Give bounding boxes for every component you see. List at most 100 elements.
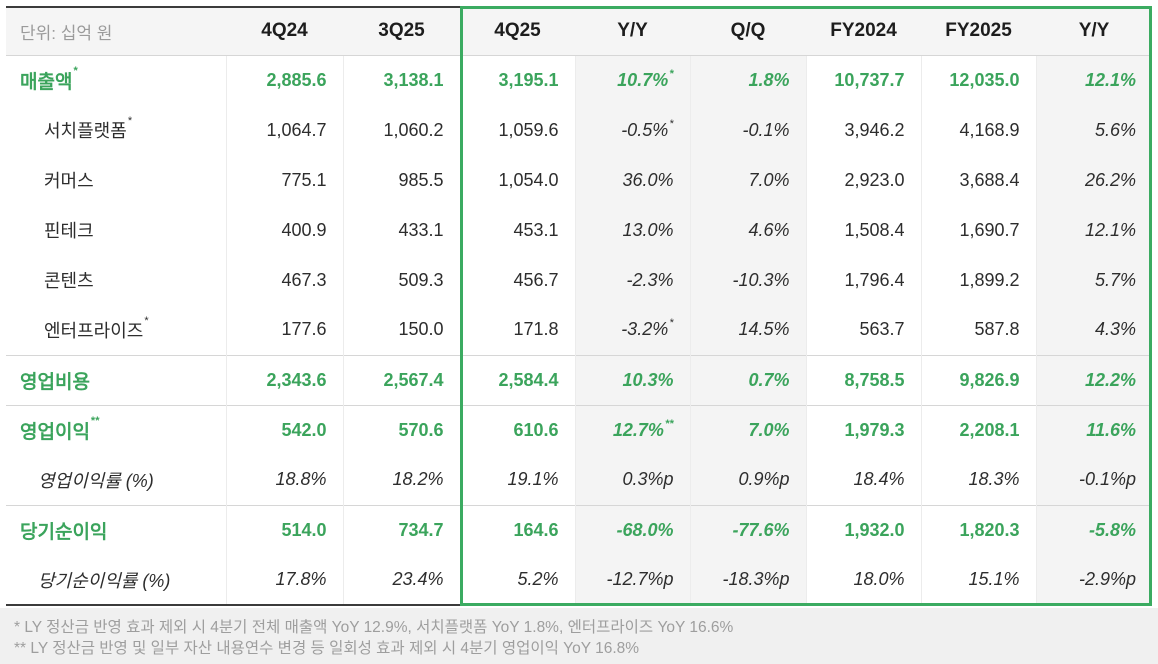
column-header-yy-quarter: Y/Y — [575, 7, 690, 56]
cell-value: 26.2% — [1035, 155, 1152, 205]
row-label: 영업이익률 (%) — [6, 455, 226, 505]
cell-value: 2,343.6 — [225, 354, 343, 405]
cell-value: 542.0 — [225, 404, 343, 455]
cell-value: 453.1 — [459, 205, 575, 255]
table-row: 커머스 775.1 985.5 1,054.0 36.0% 7.0% 2,923.0 3,68… — [6, 155, 1152, 205]
cell-value: 18.8% — [225, 455, 343, 505]
row-label: 핀테크 — [6, 205, 226, 255]
cell-value: 1,690.7 — [920, 205, 1036, 255]
cell-value: 1,060.2 — [342, 105, 460, 155]
footnote-marker: * — [144, 314, 149, 327]
cell-value: 12.1% — [1035, 205, 1152, 255]
cell-value: 1,059.6 — [459, 105, 575, 155]
cell-value: 400.9 — [225, 205, 343, 255]
cell-value: -18.3%p — [689, 555, 806, 605]
cell-value: 587.8 — [920, 305, 1036, 355]
cell-value: 10.7%* — [574, 55, 690, 105]
table-row: 핀테크 400.9 433.1 453.1 13.0% 4.6% 1,508.4 1,690.… — [6, 205, 1152, 255]
cell-value: 1,820.3 — [920, 504, 1036, 555]
column-header-3q25: 3Q25 — [343, 7, 460, 56]
cell-value: 3,138.1 — [342, 55, 460, 105]
footnote-marker: * — [127, 115, 133, 127]
cell-value: -3.2%* — [574, 305, 690, 355]
cell-value: 18.3% — [920, 455, 1036, 505]
cell-value: 3,688.4 — [920, 155, 1036, 205]
table-body: 매출액* 2,885.6 3,138.1 3,195.1 10.7%* 1.8% 10,73… — [6, 55, 1152, 605]
financial-results-table-wrap: 단위: 십억 원 4Q24 3Q25 4Q25 Y/Y Q/Q FY2024 F… — [6, 6, 1152, 606]
cell-value: 5.7% — [1035, 255, 1152, 305]
cell-value: 0.7% — [689, 354, 806, 405]
cell-value: -77.6% — [689, 504, 806, 555]
cell-value: 8,758.5 — [805, 354, 921, 405]
unit-label: 단위: 십억 원 — [6, 7, 226, 56]
cell-value: 467.3 — [225, 255, 343, 305]
cell-value: 2,567.4 — [342, 354, 460, 405]
cell-value: 177.6 — [225, 305, 343, 355]
cell-value: 570.6 — [342, 404, 460, 455]
cell-value: 1,796.4 — [805, 255, 921, 305]
cell-value: 18.4% — [805, 455, 921, 505]
cell-value: 2,208.1 — [920, 404, 1036, 455]
cell-value: 2,584.4 — [459, 354, 575, 405]
cell-value: -2.3% — [574, 255, 690, 305]
cell-value: 23.4% — [342, 555, 460, 605]
header-row: 단위: 십억 원 4Q24 3Q25 4Q25 Y/Y Q/Q FY2024 F… — [6, 7, 1152, 56]
cell-value: -10.3% — [689, 255, 806, 305]
cell-value: 7.0% — [689, 155, 806, 205]
footnote-marker: * — [669, 317, 674, 330]
cell-value: 985.5 — [342, 155, 460, 205]
column-header-4q25: 4Q25 — [460, 7, 575, 56]
cell-value: 13.0% — [574, 205, 690, 255]
column-header-qq: Q/Q — [690, 7, 806, 56]
table-row: 콘텐츠 467.3 509.3 456.7 -2.3% -10.3% 1,796.4 1,89… — [6, 255, 1152, 305]
cell-value: 3,195.1 — [459, 55, 575, 105]
cell-value: 18.2% — [342, 455, 460, 505]
footnote-1: * LY 정산금 반영 효과 제외 시 4분기 전체 매출액 YoY 12.9%… — [14, 619, 734, 636]
cell-value: 5.2% — [459, 555, 575, 605]
table-row: 서치플랫폼* 1,064.7 1,060.2 1,059.6 -0.5%* -0.1% 3,… — [6, 105, 1152, 155]
column-header-fy2024: FY2024 — [806, 7, 921, 56]
table-row: 영업이익** 542.0 570.6 610.6 12.7%** 7.0% 1,979.3 2… — [6, 404, 1152, 455]
cell-value: 11.6% — [1035, 404, 1152, 455]
row-label: 커머스 — [6, 155, 226, 205]
row-label: 매출액* — [6, 55, 226, 105]
cell-value: 514.0 — [225, 504, 343, 555]
table-row: 당기순이익률 (%) 17.8% 23.4% 5.2% -12.7%p -18.3%p 18… — [6, 555, 1152, 605]
cell-value: 775.1 — [225, 155, 343, 205]
footnote-marker: * — [669, 67, 674, 80]
table-row: 영업비용 2,343.6 2,567.4 2,584.4 10.3% 0.7% 8,758.… — [6, 354, 1152, 405]
cell-value: 3,946.2 — [805, 105, 921, 155]
footnote-2: ** LY 정산금 반영 및 일부 자산 내용연수 변경 등 일회성 효과 제외… — [14, 640, 640, 657]
cell-value: 1.8% — [689, 55, 806, 105]
cell-value: -68.0% — [574, 504, 690, 555]
column-header-yy-annual: Y/Y — [1036, 7, 1152, 56]
cell-value: 2,885.6 — [225, 55, 343, 105]
cell-value: 10,737.7 — [805, 55, 921, 105]
cell-value: 1,508.4 — [805, 205, 921, 255]
cell-value: 509.3 — [342, 255, 460, 305]
table-row: 영업이익률 (%) 18.8% 18.2% 19.1% 0.3%p 0.9%p 18.4% 1… — [6, 455, 1152, 505]
row-label: 당기순이익률 (%) — [6, 555, 226, 605]
cell-value: -0.1% — [689, 105, 806, 155]
cell-value: 14.5% — [689, 305, 806, 355]
cell-value: 1,932.0 — [805, 504, 921, 555]
cell-value: -2.9%p — [1035, 555, 1152, 605]
row-label: 콘텐츠 — [6, 255, 226, 305]
cell-value: 1,899.2 — [920, 255, 1036, 305]
cell-value: 10.3% — [574, 354, 690, 405]
table-area: 단위: 십억 원 4Q24 3Q25 4Q25 Y/Y Q/Q FY2024 F… — [6, 6, 1152, 606]
footnotes-area: * LY 정산금 반영 효과 제외 시 4분기 전체 매출액 YoY 12.9%… — [0, 608, 1158, 664]
cell-value: 1,979.3 — [805, 404, 921, 455]
footnote-marker: ** — [90, 414, 100, 427]
cell-value: 7.0% — [689, 404, 806, 455]
cell-value: 164.6 — [459, 504, 575, 555]
cell-value: 4.3% — [1035, 305, 1152, 355]
cell-value: 433.1 — [342, 205, 460, 255]
cell-value: 5.6% — [1035, 105, 1152, 155]
cell-value: 12.7%** — [574, 404, 690, 455]
cell-value: 4,168.9 — [920, 105, 1036, 155]
cell-value: 0.9%p — [689, 455, 806, 505]
cell-value: 456.7 — [459, 255, 575, 305]
cell-value: 150.0 — [342, 305, 460, 355]
